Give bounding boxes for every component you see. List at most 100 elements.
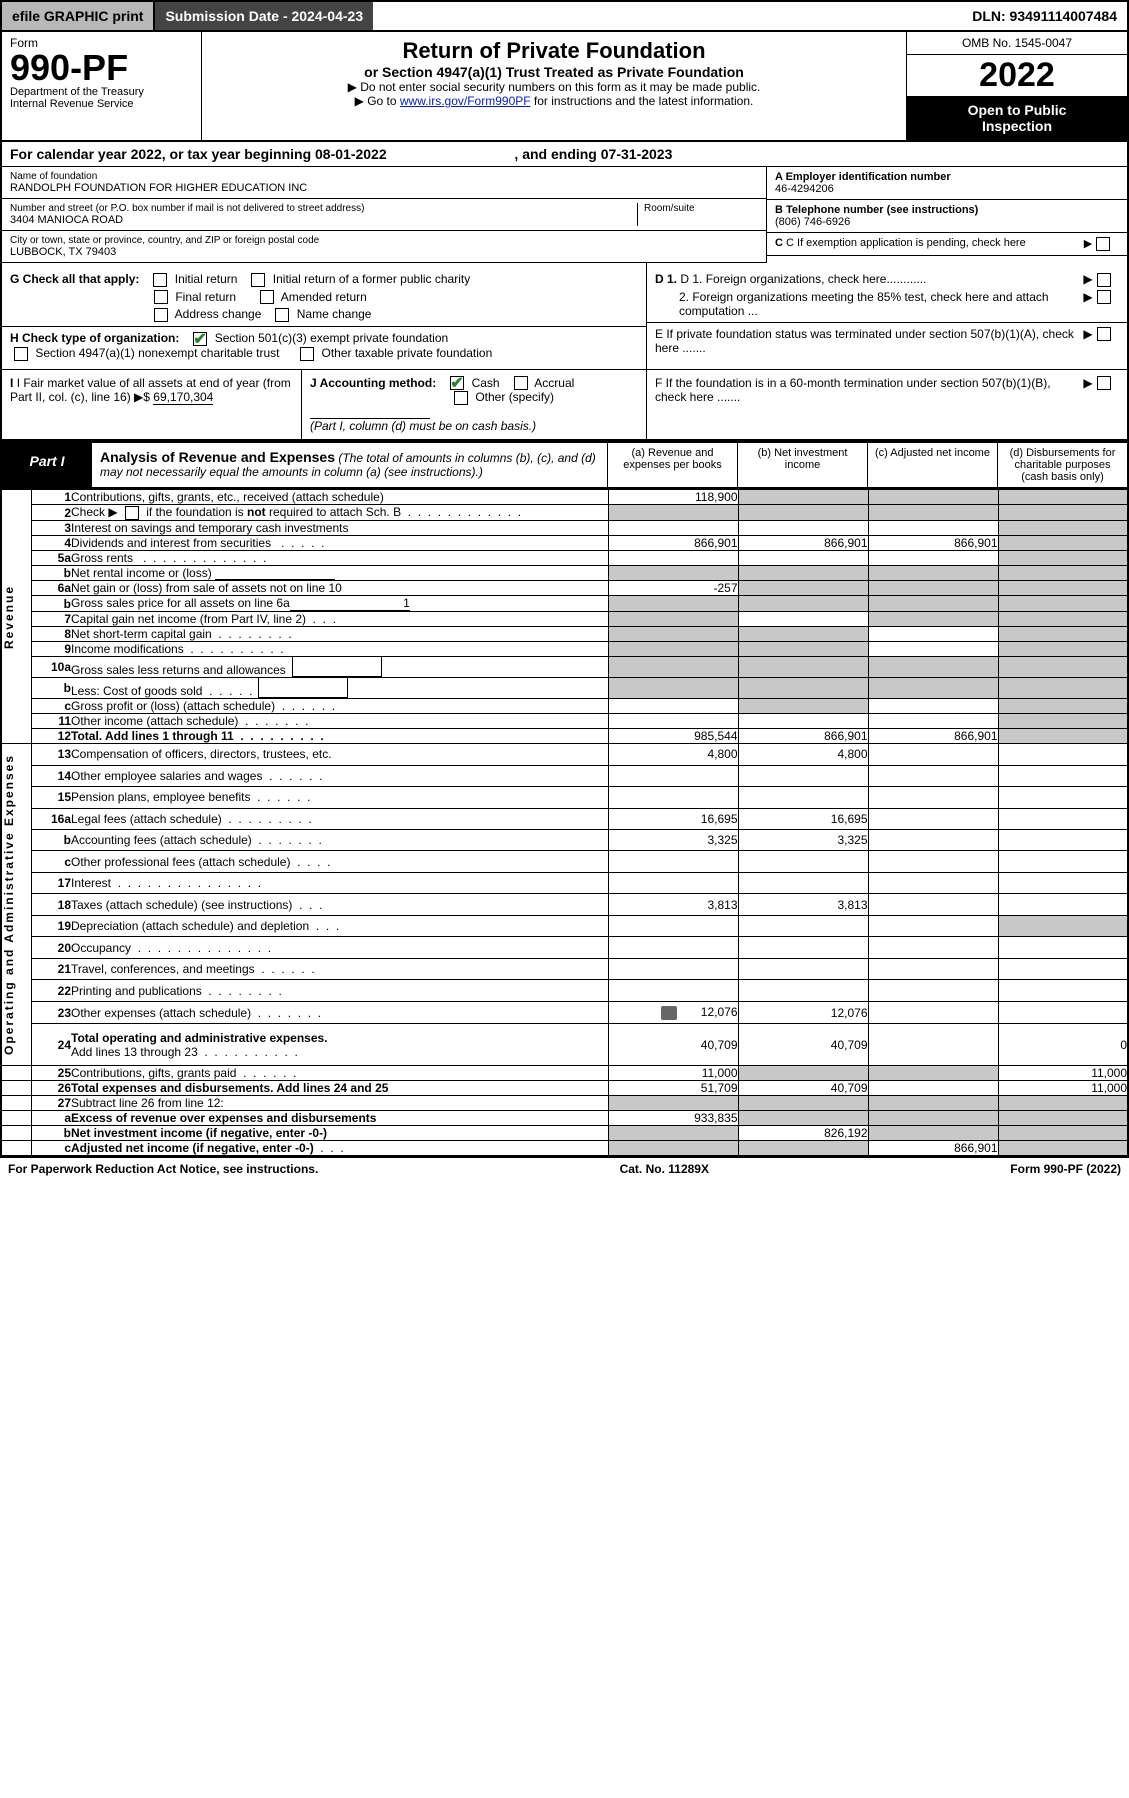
fmv-label: I Fair market value of all assets at end…: [10, 376, 291, 404]
col-c-header: (c) Adjusted net income: [867, 443, 997, 487]
row-25: Contributions, gifts, grants paid . . . …: [71, 1066, 608, 1081]
form-subtitle: or Section 4947(a)(1) Trust Treated as P…: [208, 64, 900, 80]
row-27: Subtract line 26 from line 12:: [71, 1096, 608, 1111]
h-label: H Check type of organization:: [10, 331, 179, 345]
row-10b: Less: Cost of goods sold . . . . .: [71, 678, 608, 699]
part1-title: Analysis of Revenue and Expenses: [100, 449, 335, 465]
row-9: Income modifications . . . . . . . . . .: [71, 642, 608, 657]
paperwork-notice: For Paperwork Reduction Act Notice, see …: [8, 1162, 318, 1176]
row-27c: Adjusted net income (if negative, enter …: [71, 1141, 608, 1157]
row-2: Check ▶ if the foundation is not require…: [71, 505, 608, 521]
d2-label: 2. Foreign organizations meeting the 85%…: [655, 290, 1079, 318]
calendar-year-row: For calendar year 2022, or tax year begi…: [0, 142, 1129, 167]
other-taxable-check[interactable]: [300, 347, 314, 361]
efile-print-button[interactable]: efile GRAPHIC print: [2, 2, 155, 30]
attachment-icon[interactable]: [661, 1006, 677, 1020]
row-16b: Accounting fees (attach schedule) . . . …: [71, 829, 608, 850]
fmv-arrow: ▶$: [134, 390, 150, 404]
ij-row: I I Fair market value of all assets at e…: [0, 370, 1129, 442]
row-15: Pension plans, employee benefits . . . .…: [71, 787, 608, 808]
address-label: Number and street (or P.O. box number if…: [10, 203, 631, 214]
name-label: Name of foundation: [10, 171, 758, 182]
dept-treasury: Department of the Treasury: [10, 86, 193, 98]
form-link[interactable]: www.irs.gov/Form990PF: [400, 94, 531, 108]
row-14: Other employee salaries and wages . . . …: [71, 765, 608, 786]
schb-check[interactable]: [125, 506, 139, 520]
instr-2-post: for instructions and the latest informat…: [531, 94, 754, 108]
j-label: J Accounting method:: [310, 376, 436, 390]
amended-return-check[interactable]: [260, 290, 274, 304]
submission-date: Submission Date - 2024-04-23: [155, 2, 373, 30]
form-header: Form 990-PF Department of the Treasury I…: [0, 32, 1129, 142]
analysis-table: Revenue 1Contributions, gifts, grants, e…: [0, 489, 1129, 1157]
initial-return-check[interactable]: [153, 273, 167, 287]
row-12: Total. Add lines 1 through 11 . . . . . …: [71, 729, 608, 744]
row-27a: Excess of revenue over expenses and disb…: [71, 1111, 608, 1126]
row-24: Total operating and administrative expen…: [71, 1024, 608, 1066]
d1-label: D 1. D 1. Foreign organizations, check h…: [655, 272, 1079, 287]
instr-1: ▶ Do not enter social security numbers o…: [208, 80, 900, 94]
initial-former-check[interactable]: [251, 273, 265, 287]
name-change-check[interactable]: [275, 308, 289, 322]
row-21: Travel, conferences, and meetings . . . …: [71, 958, 608, 979]
col-d-header: (d) Disbursements for charitable purpose…: [997, 443, 1127, 487]
f-check[interactable]: [1097, 376, 1111, 390]
row-18: Taxes (attach schedule) (see instruction…: [71, 894, 608, 915]
row-13: Compensation of officers, directors, tru…: [71, 744, 608, 765]
room-label: Room/suite: [644, 203, 758, 214]
f-label: F If the foundation is in a 60-month ter…: [655, 376, 1079, 434]
row-3: Interest on savings and temporary cash i…: [71, 521, 608, 536]
row-20: Occupancy . . . . . . . . . . . . . .: [71, 937, 608, 958]
open-to-public: Open to PublicInspection: [907, 96, 1127, 140]
ein: 46-4294206: [775, 183, 1119, 195]
info-block: Name of foundation RANDOLPH FOUNDATION F…: [0, 167, 1129, 263]
dln: DLN: 93491114007484: [962, 2, 1127, 30]
final-return-check[interactable]: [154, 290, 168, 304]
form-ref: Form 990-PF (2022): [1010, 1162, 1121, 1176]
other-specify-check[interactable]: [454, 391, 468, 405]
footer: For Paperwork Reduction Act Notice, see …: [0, 1157, 1129, 1180]
501c3-check[interactable]: [193, 332, 207, 346]
row-27b: Net investment income (if negative, ente…: [71, 1126, 608, 1141]
row-6b: Gross sales price for all assets on line…: [71, 596, 608, 612]
row-19: Depreciation (attach schedule) and deple…: [71, 915, 608, 936]
exemption-pending-label: C C If exemption application is pending,…: [775, 237, 1079, 251]
g-label: G Check all that apply:: [10, 272, 139, 286]
city-state-zip: LUBBOCK, TX 79403: [10, 246, 758, 258]
e-check[interactable]: [1097, 327, 1111, 341]
cat-number: Cat. No. 11289X: [620, 1162, 709, 1176]
exemption-check[interactable]: [1096, 237, 1110, 251]
row-8: Net short-term capital gain . . . . . . …: [71, 627, 608, 642]
cash-check[interactable]: [450, 376, 464, 390]
col-a-header: (a) Revenue and expenses per books: [607, 443, 737, 487]
e-label: E If private foundation status was termi…: [655, 327, 1079, 355]
j-note: (Part I, column (d) must be on cash basi…: [310, 419, 536, 433]
row-5b: Net rental income or (loss): [71, 566, 608, 581]
part1-header: Part I Analysis of Revenue and Expenses …: [0, 441, 1129, 489]
row-26: Total expenses and disbursements. Add li…: [71, 1081, 608, 1096]
phone-label: B Telephone number (see instructions): [775, 204, 1119, 216]
part1-label: Part I: [2, 443, 92, 487]
row-6a: Net gain or (loss) from sale of assets n…: [71, 581, 608, 596]
d2-check[interactable]: [1097, 290, 1111, 304]
row-23: Other expenses (attach schedule) . . . .…: [71, 1001, 608, 1024]
address: 3404 MANIOCA ROAD: [10, 214, 631, 226]
row-5a: Gross rents . . . . . . . . . . . . .: [71, 551, 608, 566]
row-1: Contributions, gifts, grants, etc., rece…: [71, 490, 608, 505]
accrual-check[interactable]: [514, 376, 528, 390]
instr-2-pre: ▶ Go to: [355, 94, 400, 108]
4947a1-check[interactable]: [14, 347, 28, 361]
row-22: Printing and publications . . . . . . . …: [71, 980, 608, 1001]
irs: Internal Revenue Service: [10, 98, 193, 110]
d1-check[interactable]: [1097, 273, 1111, 287]
expenses-side-label: Operating and Administrative Expenses: [1, 744, 31, 1066]
fmv-value: 69,170,304: [153, 390, 213, 405]
address-change-check[interactable]: [154, 308, 168, 322]
row-10c: Gross profit or (loss) (attach schedule)…: [71, 699, 608, 714]
col-b-header: (b) Net investment income: [737, 443, 867, 487]
top-bar: efile GRAPHIC print Submission Date - 20…: [0, 0, 1129, 32]
row-10a: Gross sales less returns and allowances: [71, 657, 608, 678]
row-7: Capital gain net income (from Part IV, l…: [71, 612, 608, 627]
form-number: 990-PF: [10, 50, 193, 86]
revenue-side-label: Revenue: [1, 490, 31, 744]
